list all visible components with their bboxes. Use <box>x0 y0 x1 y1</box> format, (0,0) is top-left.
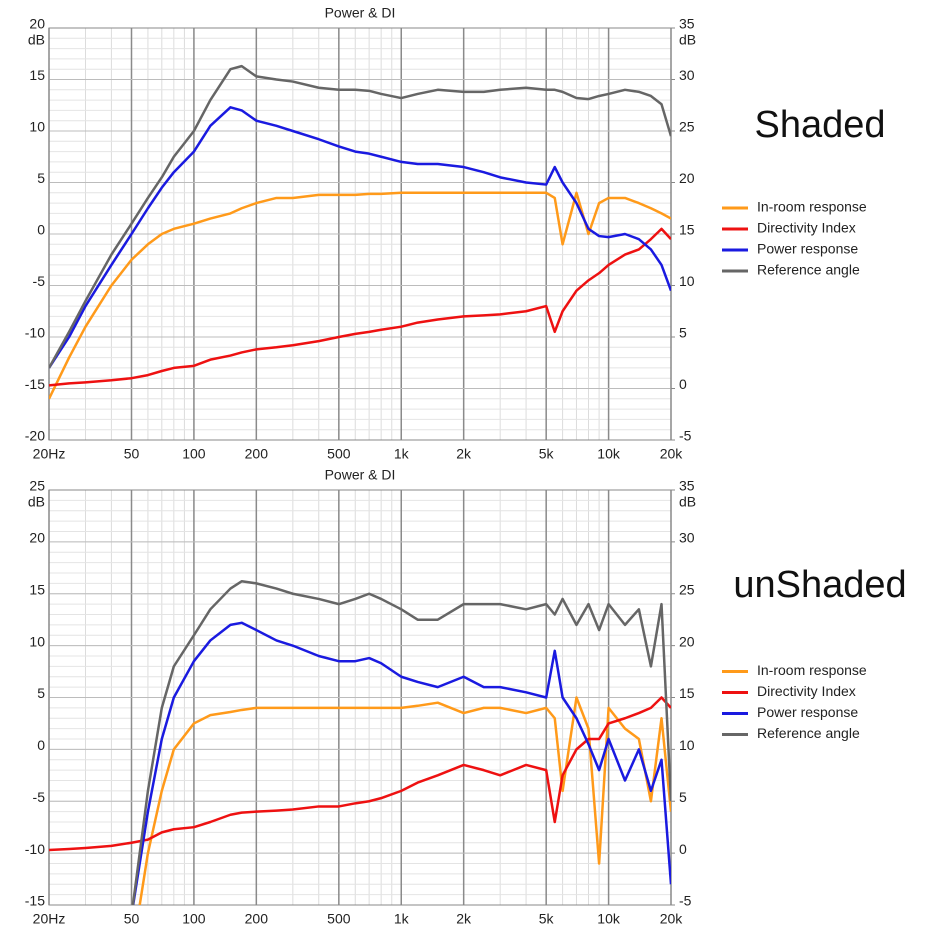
x-tick-label: 500 <box>327 911 351 927</box>
y2-tick-label: 35 <box>679 16 695 32</box>
chart: 20Hz 50 100 200 500 1k 2k 5k 10k 20k-15-10-505101… <box>25 467 907 927</box>
chart-title: Power & DI <box>325 467 396 483</box>
x-tick-label: 5k <box>539 446 555 462</box>
y2-tick-label: 10 <box>679 273 695 289</box>
x-tick-label: 500 <box>327 446 351 462</box>
y2-axis-label: dB <box>679 494 696 510</box>
series-line <box>138 696 671 905</box>
y2-tick-label: -5 <box>679 893 692 909</box>
x-tick-label: 20k <box>660 446 684 462</box>
y2-tick-label: 30 <box>679 530 695 546</box>
y2-tick-label: 10 <box>679 737 695 753</box>
x-tick-label: 50 <box>124 911 140 927</box>
series-line <box>131 621 671 905</box>
legend-label: In-room response <box>757 199 867 215</box>
x-tick-label: 1k <box>394 446 410 462</box>
x-tick-label: 20Hz <box>33 446 66 462</box>
y2-tick-label: 0 <box>679 841 687 857</box>
y-tick-label: 5 <box>37 170 45 186</box>
y-tick-label: 0 <box>37 222 45 238</box>
legend-label: Reference angle <box>757 262 860 278</box>
x-tick-label: 200 <box>245 911 269 927</box>
y-tick-label: 15 <box>29 67 45 83</box>
y2-tick-label: 25 <box>679 581 695 597</box>
y2-tick-label: 15 <box>679 685 695 701</box>
y-tick-label: 0 <box>37 737 45 753</box>
x-tick-label: 5k <box>539 911 555 927</box>
y-tick-label: 5 <box>37 685 45 701</box>
y-axis-label: dB <box>28 32 45 48</box>
series-line <box>49 106 671 369</box>
y-axis-label: dB <box>28 494 45 510</box>
y-tick-label: -10 <box>25 841 45 857</box>
y-tick-label: -15 <box>25 376 45 392</box>
chart-title: Power & DI <box>325 5 396 21</box>
series-line <box>49 64 671 369</box>
y-tick-label: -20 <box>25 428 45 444</box>
y2-axis-label: dB <box>679 32 696 48</box>
series-line <box>131 580 671 905</box>
plot-frame <box>48 27 672 441</box>
x-tick-label: 1k <box>394 911 410 927</box>
y2-tick-label: 20 <box>679 170 695 186</box>
y-tick-label: -5 <box>33 273 46 289</box>
annotation: unShaded <box>733 564 906 606</box>
series-line <box>49 191 671 400</box>
x-tick-label: 10k <box>597 911 621 927</box>
x-tick-label: 2k <box>456 911 472 927</box>
x-tick-label: 2k <box>456 446 472 462</box>
x-tick-label: 50 <box>124 446 140 462</box>
y-tick-label: 25 <box>29 478 45 494</box>
y-tick-label: 15 <box>29 581 45 597</box>
legend-label: Reference angle <box>757 725 860 741</box>
y2-tick-label: 0 <box>679 376 687 392</box>
annotation: Shaded <box>754 104 885 146</box>
x-tick-label: 100 <box>182 446 206 462</box>
x-tick-label: 200 <box>245 446 269 462</box>
y2-tick-label: 25 <box>679 119 695 135</box>
legend-label: Power response <box>757 241 858 257</box>
y-tick-label: 10 <box>29 633 45 649</box>
y-tick-label: -5 <box>33 789 46 805</box>
y-tick-label: -10 <box>25 325 45 341</box>
y2-tick-label: 15 <box>679 222 695 238</box>
legend-label: In-room response <box>757 662 867 678</box>
x-tick-label: 10k <box>597 446 621 462</box>
x-tick-label: 20k <box>660 911 684 927</box>
series-line <box>49 696 671 852</box>
x-tick-label: 100 <box>182 911 206 927</box>
chart: 20Hz 50 100 200 500 1k 2k 5k 10k 20k-20-15-10-505… <box>25 5 886 462</box>
y-tick-label: 20 <box>29 530 45 546</box>
y-tick-label: 20 <box>29 16 45 32</box>
y2-tick-label: 30 <box>679 67 695 83</box>
y-tick-label: -15 <box>25 893 45 909</box>
y-tick-label: 10 <box>29 119 45 135</box>
y2-tick-label: 20 <box>679 633 695 649</box>
legend-label: Directivity Index <box>757 220 856 236</box>
y2-tick-label: 5 <box>679 325 687 341</box>
y2-tick-label: -5 <box>679 428 692 444</box>
plot-frame <box>48 489 672 906</box>
y2-tick-label: 5 <box>679 789 687 805</box>
legend-label: Directivity Index <box>757 683 856 699</box>
series-layer <box>49 64 671 400</box>
y2-tick-label: 35 <box>679 478 695 494</box>
legend-label: Power response <box>757 704 858 720</box>
series-line <box>49 227 671 387</box>
x-tick-label: 20Hz <box>33 911 66 927</box>
series-layer <box>49 580 671 905</box>
